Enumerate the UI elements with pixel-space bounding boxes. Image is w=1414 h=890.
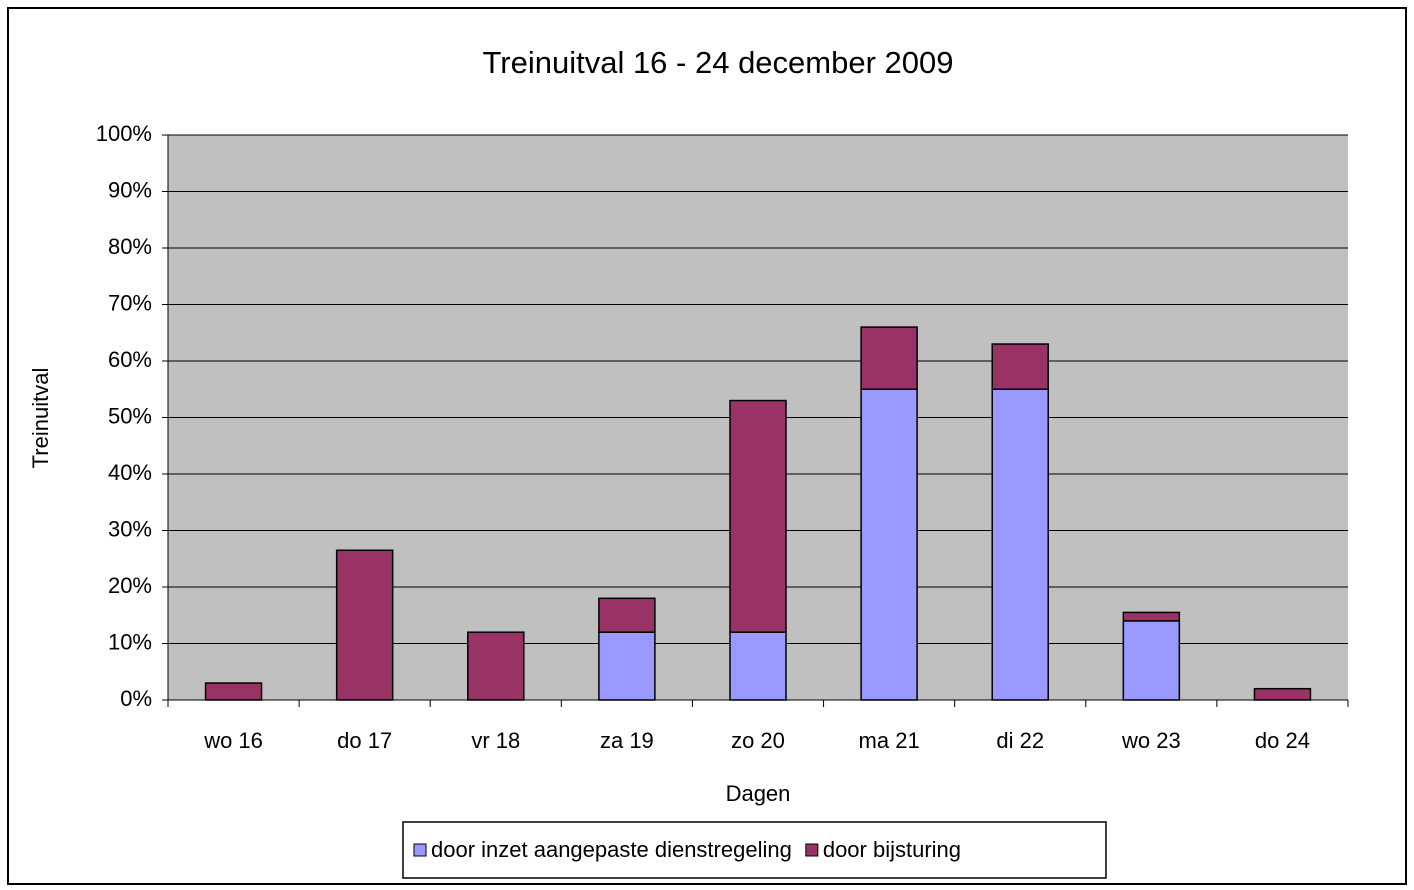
y-tick-label: 70% xyxy=(108,290,152,315)
bar-segment xyxy=(204,682,263,701)
y-tick-label: 20% xyxy=(108,573,152,598)
bar-segment xyxy=(598,597,656,633)
bar-segment xyxy=(335,549,394,701)
bar-segment xyxy=(860,326,918,391)
x-tick-label: vr 18 xyxy=(471,728,520,753)
bar-segment xyxy=(1122,620,1181,701)
x-tick-label: zo 20 xyxy=(731,728,785,753)
x-tick-label: wo 23 xyxy=(1121,728,1181,753)
bar-segment xyxy=(991,388,1049,701)
y-tick-label: 80% xyxy=(108,234,152,259)
y-tick-label: 0% xyxy=(120,686,152,711)
y-tick-label: 40% xyxy=(108,460,152,485)
bar-segment xyxy=(1253,687,1312,701)
y-tick-label: 100% xyxy=(96,121,152,146)
bar-segment xyxy=(467,631,525,701)
y-tick-label: 10% xyxy=(108,629,152,654)
x-tick-label: di 22 xyxy=(996,728,1044,753)
x-tick-label: wo 16 xyxy=(203,728,263,753)
bar-segment xyxy=(991,343,1049,390)
bar-segment xyxy=(1122,611,1181,622)
x-tick-label: do 24 xyxy=(1255,728,1310,753)
y-tick-label: 60% xyxy=(108,347,152,372)
y-tick-label: 50% xyxy=(108,403,152,428)
bar-segment xyxy=(860,388,918,701)
x-tick-label: do 17 xyxy=(337,728,392,753)
y-tick-label: 30% xyxy=(108,516,152,541)
legend xyxy=(402,821,1107,879)
bar-segment xyxy=(598,631,656,701)
legend-label: door bijsturing xyxy=(823,837,961,862)
legend-label: door inzet aangepaste dienstregeling xyxy=(431,837,792,862)
y-tick-label: 90% xyxy=(108,177,152,202)
x-tick-label: ma 21 xyxy=(859,728,920,753)
bar-segment xyxy=(729,399,787,633)
x-axis-label: Dagen xyxy=(726,781,791,806)
legend-swatch xyxy=(805,843,819,857)
bar-segment xyxy=(729,631,787,701)
legend-swatch xyxy=(413,843,427,857)
y-axis-label: Treinuitval xyxy=(28,368,53,469)
chart-title: Treinuitval 16 - 24 december 2009 xyxy=(482,45,953,80)
x-tick-label: za 19 xyxy=(600,728,654,753)
